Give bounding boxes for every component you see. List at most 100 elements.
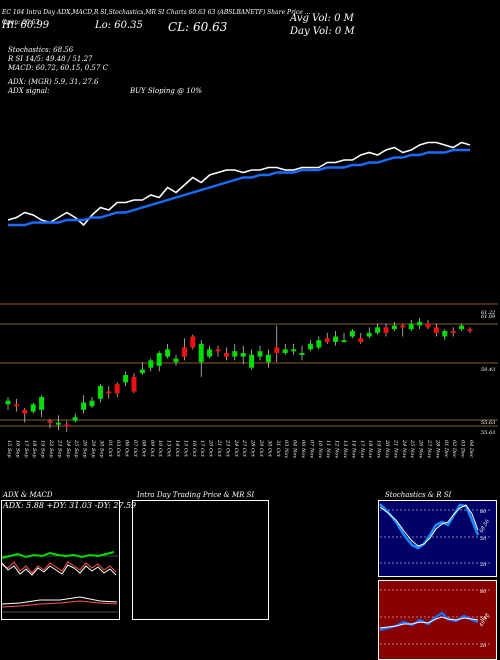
date-tick-label: 31 Oct — [275, 440, 281, 458]
date-tick-label: 08 Oct — [140, 440, 146, 458]
intra-panel-title: Intra Day Trading Price & MR SI — [137, 491, 255, 499]
date-tick-label: 14 Nov — [350, 440, 356, 458]
date-tick-label: 19 Nov — [376, 440, 382, 458]
candle-body — [89, 400, 95, 407]
candle-body — [450, 331, 456, 333]
candle-body — [433, 327, 439, 333]
candle-body — [215, 349, 221, 352]
candle-body — [5, 400, 11, 405]
date-tick-label: 21 Oct — [216, 439, 222, 458]
chart-title: EC 104 Intra Day ADX,MACD,R SI,Stochasti… — [2, 9, 311, 16]
candle-body — [408, 323, 414, 330]
cl-label: CL: 60.63 — [168, 20, 228, 34]
summary-adx: ADX: (MGR) 5.9, 31, 27.6 — [8, 78, 99, 86]
date-tick-label: 25 Nov — [409, 439, 415, 458]
date-tick-label: 23 Sep — [56, 439, 62, 458]
candle-body — [114, 384, 120, 394]
adx-panel-title: ADX & MACD — [3, 491, 53, 499]
date-tick-label: 03 Nov — [283, 440, 289, 458]
macd-lines — [1, 596, 118, 613]
date-tick-label: 10 Oct — [157, 440, 163, 458]
summary-rsi: R SI 14/5: 49.48 / 51.27 — [8, 55, 93, 63]
date-tick-label: 24 Sep — [65, 439, 71, 458]
ema-line — [8, 148, 470, 227]
date-tick-label: 18 Nov — [367, 440, 373, 458]
date-tick-label: 04 Nov — [292, 440, 298, 458]
candle-body — [417, 321, 423, 326]
candle-body — [307, 343, 313, 350]
candle-body — [265, 354, 271, 363]
candle-body — [400, 325, 406, 328]
date-tick-label: 30 Sep — [98, 440, 104, 458]
rsi-lines — [379, 589, 490, 645]
rsi-label-50: 50 — [480, 616, 487, 622]
candle-body — [47, 420, 53, 423]
avg-vol-label: Avg Vol: 0 M — [290, 13, 354, 24]
date-tick-label: 28 Nov — [434, 439, 440, 458]
date-tick-label: 20 Oct — [208, 439, 214, 458]
date-tick-label: 14 Oct — [174, 440, 180, 458]
candle-body — [64, 424, 70, 427]
stoch-panel — [378, 500, 497, 577]
candle-body — [30, 404, 36, 412]
candle-body — [106, 391, 112, 394]
candle-body — [55, 422, 61, 425]
price-level-label: 55.63 — [481, 420, 495, 426]
date-tick-label: 16 Oct — [191, 440, 197, 458]
date-tick-label: 27 Oct — [241, 439, 247, 458]
date-tick-label: 02 Dec — [451, 440, 457, 458]
price-level-label: 61.22 — [481, 310, 495, 316]
date-tick-label: 24 Oct — [233, 439, 239, 458]
date-tick-label: 25 Sep — [73, 439, 79, 458]
stoch-label-50: 50 — [480, 536, 487, 542]
stoch-label-20: 20 — [479, 562, 487, 568]
candle-body — [391, 325, 397, 330]
candle-body — [316, 340, 322, 348]
date-tick-label: 17 Nov — [359, 440, 365, 458]
candle-body — [349, 331, 355, 337]
date-tick-label: 26 Nov — [418, 439, 424, 458]
candle-body — [156, 353, 162, 366]
candle-body — [282, 349, 288, 353]
date-tick-label: 15 Oct — [182, 440, 188, 458]
open-label: Open: 60.63 — [2, 19, 40, 26]
candle-body — [366, 332, 372, 337]
date-tick-label: 19 Sep — [40, 440, 46, 458]
date-tick-label: 15 Sep — [6, 440, 12, 458]
candle-body — [207, 349, 213, 357]
candle-body — [173, 358, 179, 363]
summary-adx-signal-label: ADX signal: — [8, 87, 50, 95]
candle-body — [139, 369, 145, 374]
rsi-label-80: 80 — [480, 589, 487, 595]
candle-body — [333, 336, 339, 342]
candle-body — [291, 349, 297, 352]
candle-body — [257, 351, 263, 357]
date-tick-label: 17 Oct — [199, 440, 205, 458]
hi-label: Hi: 60.99 — [2, 20, 50, 31]
candle-body — [97, 386, 103, 399]
day-vol-label: Day Vol: 0 M — [290, 26, 355, 37]
candle-body — [274, 347, 280, 353]
candle-body — [181, 347, 187, 357]
candle-body — [467, 329, 473, 332]
candle-body — [324, 338, 330, 342]
date-tick-label: 13 Nov — [342, 440, 348, 458]
candle-body — [39, 397, 45, 410]
date-tick-label: 01 Oct — [107, 440, 113, 458]
date-tick-label: 03 Oct — [115, 440, 121, 458]
date-tick-label: 16 Sep — [14, 440, 20, 458]
candle-body — [383, 327, 389, 333]
date-tick-label: 20 Nov — [384, 439, 390, 458]
date-tick-label: 29 Oct — [258, 439, 264, 458]
candle-body — [148, 360, 154, 368]
date-tick-label: 22 Sep — [48, 439, 54, 458]
date-tick-label: 17 Sep — [23, 440, 29, 458]
date-tick-label: 07 Oct — [132, 440, 138, 458]
stoch-lines — [379, 503, 490, 564]
adx-panel — [1, 500, 120, 620]
adx-values: ADX: 5.88 +DY: 31.03 -DY: 27.59 — [3, 501, 137, 510]
summary-macd: MACD: 60.72, 60.15, 0.57 C — [8, 64, 108, 72]
candle-body — [131, 376, 137, 392]
candle-body — [299, 353, 305, 355]
